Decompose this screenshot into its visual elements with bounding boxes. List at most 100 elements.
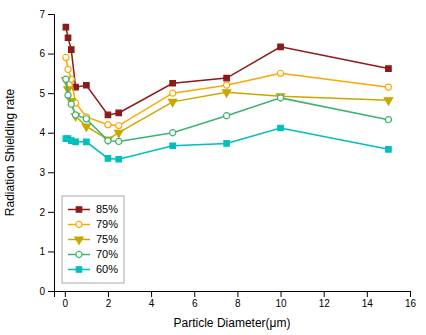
- legend: 85% 79% 75% 70% 60%: [62, 196, 124, 283]
- tick: 6: [39, 48, 54, 59]
- legend-label: 85%: [96, 203, 118, 215]
- legend-label: 75%: [96, 233, 118, 245]
- point: [116, 110, 121, 115]
- point: [384, 98, 392, 105]
- tick: 3: [39, 167, 54, 178]
- line: [66, 58, 389, 126]
- tick-label: 2: [106, 298, 112, 309]
- tick: 14: [362, 291, 374, 309]
- tick-label: 6: [39, 48, 45, 59]
- point: [84, 82, 89, 87]
- tick-mark: [48, 172, 54, 173]
- tick-mark: [48, 54, 54, 55]
- series: [63, 54, 392, 128]
- point: [278, 125, 283, 130]
- point: [73, 139, 78, 144]
- legend-item: 60%: [68, 263, 118, 275]
- tick-mark: [48, 133, 54, 134]
- point: [276, 94, 284, 101]
- point: [105, 112, 110, 117]
- point: [105, 122, 111, 128]
- legend-label: 60%: [96, 263, 118, 275]
- point: [65, 92, 71, 98]
- tick-label: 2: [39, 207, 45, 218]
- axis-line: [48, 15, 55, 292]
- x-axis-title: Particle Diameter(μm): [174, 316, 291, 330]
- point: [72, 112, 78, 118]
- tick-mark: [48, 14, 54, 15]
- series: [63, 24, 391, 117]
- axis-line: [55, 292, 411, 298]
- point: [385, 117, 391, 123]
- point: [116, 123, 122, 129]
- tick: 10: [275, 291, 287, 309]
- tick-mark: [151, 291, 152, 297]
- tick-label: 5: [39, 88, 45, 99]
- legend-item: 70%: [68, 248, 118, 260]
- tick-mark: [324, 291, 325, 297]
- point: [63, 54, 69, 60]
- point: [170, 90, 176, 96]
- chart: 02468101214160123456785%79%75%70%60%Part…: [0, 0, 426, 335]
- tick: 1: [39, 246, 54, 257]
- legend-item: 75%: [68, 233, 118, 245]
- legend-marker: [75, 237, 83, 244]
- line: [66, 128, 389, 159]
- tick: 6: [192, 291, 198, 309]
- point: [170, 81, 175, 86]
- tick: 12: [319, 291, 331, 309]
- tick: 8: [235, 291, 241, 309]
- tick: 2: [39, 207, 54, 218]
- tick-label: 10: [275, 298, 287, 309]
- legend-item: 85%: [68, 203, 118, 215]
- legend-marker: [76, 207, 81, 212]
- y-axis: 0 1 2 3 4 5 6 7: [39, 9, 54, 297]
- tick-label: 8: [235, 298, 241, 309]
- tick-label: 6: [192, 298, 198, 309]
- legend-marker: [76, 251, 82, 257]
- tick-mark: [48, 212, 54, 213]
- line: [66, 79, 389, 141]
- point: [169, 99, 177, 106]
- point: [105, 138, 111, 144]
- point: [224, 75, 229, 80]
- point: [84, 139, 89, 144]
- tick: 0: [63, 291, 69, 309]
- tick-mark: [48, 251, 54, 252]
- tick-mark: [48, 291, 54, 292]
- point: [65, 35, 70, 40]
- tick: 16: [405, 291, 417, 309]
- point: [277, 95, 283, 101]
- legend-label: 79%: [96, 218, 118, 230]
- legend-item: 79%: [68, 218, 118, 230]
- point: [386, 147, 391, 152]
- tick-mark: [237, 291, 238, 297]
- line: [66, 27, 389, 115]
- tick-label: 4: [39, 127, 45, 138]
- point: [170, 143, 175, 148]
- plot: 02468101214160123456785%79%75%70%60%: [39, 9, 416, 309]
- tick-label: 0: [39, 286, 45, 297]
- point: [116, 156, 121, 161]
- tick-label: 7: [39, 9, 45, 20]
- point: [222, 90, 230, 97]
- point: [224, 113, 230, 119]
- point: [224, 82, 230, 88]
- tick-mark: [65, 291, 66, 297]
- tick-label: 0: [63, 298, 69, 309]
- point: [116, 138, 122, 144]
- point: [82, 124, 90, 131]
- legend-marker: [76, 221, 82, 227]
- point: [278, 44, 283, 49]
- tick-mark: [410, 291, 411, 297]
- tick: 5: [39, 88, 54, 99]
- tick-label: 4: [149, 298, 155, 309]
- legend-box: [62, 196, 124, 283]
- tick-mark: [367, 291, 368, 297]
- point: [69, 47, 74, 52]
- tick-label: 1: [39, 246, 45, 257]
- tick-mark: [281, 291, 282, 297]
- tick: 4: [39, 127, 54, 138]
- marks: [62, 24, 393, 162]
- point: [224, 141, 229, 146]
